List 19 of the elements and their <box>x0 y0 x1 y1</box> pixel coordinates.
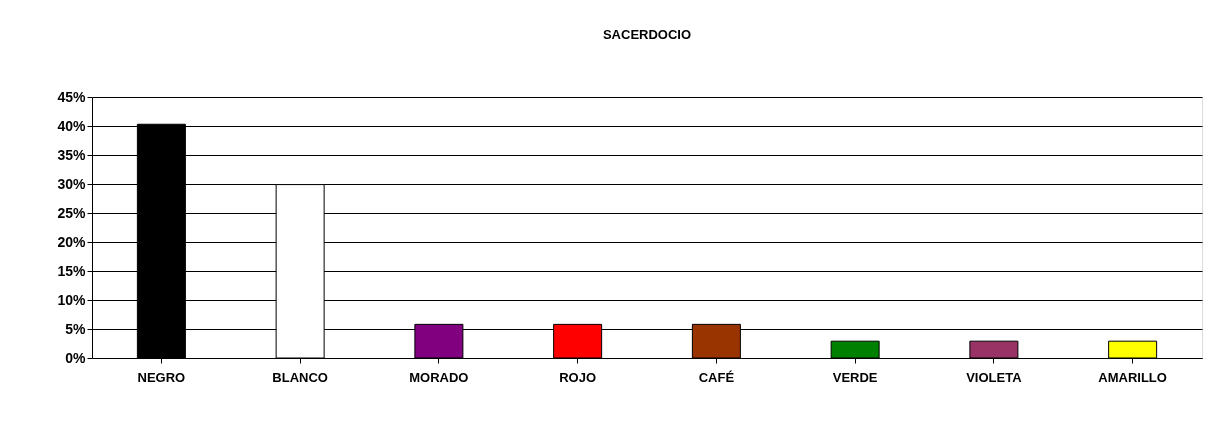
y-tick-label: 5% <box>65 320 87 337</box>
y-tick-label: 25% <box>57 204 87 221</box>
x-tick-label: VIOLETA <box>966 369 1023 385</box>
x-tick-label: VERDE <box>832 369 878 385</box>
x-tick-label: BLANCO <box>272 369 328 385</box>
y-tick-label: 35% <box>57 146 87 163</box>
y-tick-label: 0% <box>65 349 87 366</box>
y-tick-label: 20% <box>57 233 87 250</box>
x-tick-label: AMARILLO <box>1098 369 1167 385</box>
y-tick-label: 30% <box>57 175 87 192</box>
x-tick-label: MORADO <box>409 369 469 385</box>
chart-title: SACERDOCIO <box>602 27 692 42</box>
y-tick-label: 15% <box>57 262 87 279</box>
y-tick-label: 40% <box>57 117 87 134</box>
y-tick-label: 10% <box>57 291 87 308</box>
x-tick-label: CAFÉ <box>698 369 735 385</box>
x-tick-label: NEGRO <box>137 369 186 385</box>
x-tick-label: ROJO <box>559 369 597 385</box>
y-tick-label: 45% <box>57 88 87 105</box>
